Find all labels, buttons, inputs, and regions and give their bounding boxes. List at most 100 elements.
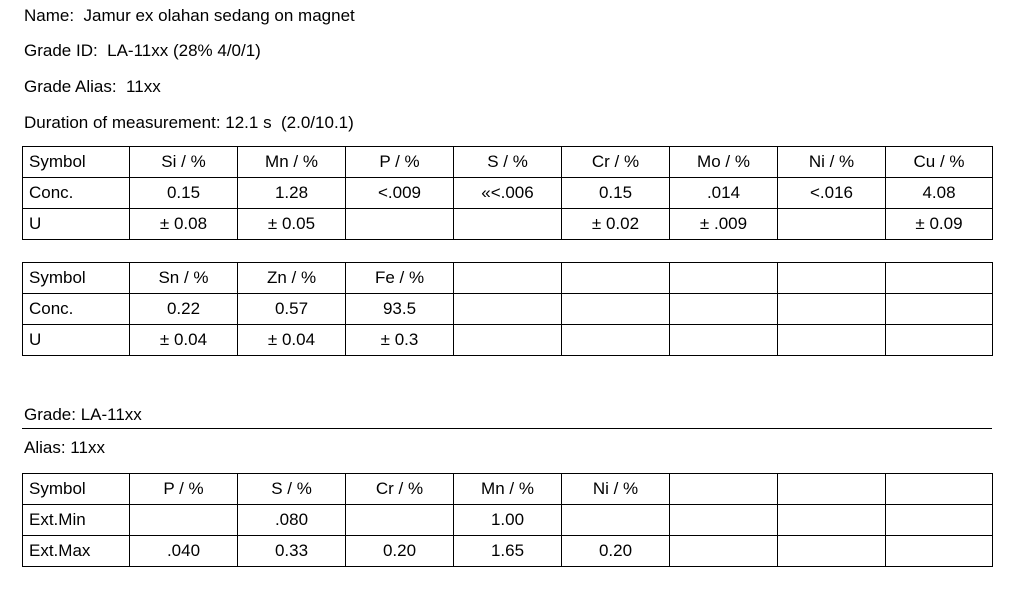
column-header-cell — [561, 262, 670, 294]
value-cell: <.016 — [777, 177, 886, 209]
value-cell — [345, 208, 454, 240]
value-cell: 93.5 — [345, 293, 454, 325]
value-cell — [777, 324, 886, 356]
table-row: Symbol P / % S / % Cr / % Mn / % Ni / % — [22, 473, 993, 505]
value-cell: 0.22 — [129, 293, 238, 325]
results-table-1: Symbol Si / % Mn / % P / % S / % Cr / % … — [22, 146, 993, 240]
value-cell: 1.65 — [453, 535, 562, 567]
column-header-cell: P / % — [129, 473, 238, 505]
column-header-cell: S / % — [237, 473, 346, 505]
value-cell: 1.00 — [453, 504, 562, 536]
column-header-cell: Zn / % — [237, 262, 346, 294]
value-cell: ± 0.04 — [129, 324, 238, 356]
table-row: U ± 0.04 ± 0.04 ± 0.3 — [22, 324, 993, 356]
value-cell — [453, 208, 562, 240]
value-cell — [885, 324, 993, 356]
alias-line: Alias: 11xx — [24, 438, 105, 457]
value-cell — [885, 293, 993, 325]
grade-alias-line: Grade Alias: 11xx — [24, 77, 161, 96]
column-header-cell: S / % — [453, 146, 562, 178]
column-header-cell: Mn / % — [453, 473, 562, 505]
value-cell — [669, 504, 778, 536]
value-cell: ± 0.08 — [129, 208, 238, 240]
value-cell — [561, 293, 670, 325]
value-cell: 0.15 — [129, 177, 238, 209]
grade-line: Grade: LA-11xx — [24, 405, 142, 424]
column-header-cell — [669, 473, 778, 505]
column-header-cell: Ni / % — [561, 473, 670, 505]
value-cell: ± 0.09 — [885, 208, 993, 240]
column-header-cell: Fe / % — [345, 262, 454, 294]
value-cell: ± 0.04 — [237, 324, 346, 356]
value-cell — [777, 504, 886, 536]
symbol-header-cell: Symbol — [22, 146, 130, 178]
value-cell: ± 0.3 — [345, 324, 454, 356]
duration-line: Duration of measurement: 12.1 s (2.0/10.… — [24, 113, 354, 132]
value-cell — [777, 208, 886, 240]
value-cell — [453, 324, 562, 356]
table-row: Symbol Sn / % Zn / % Fe / % — [22, 262, 993, 294]
row-label-cell: Conc. — [22, 293, 130, 325]
value-cell — [129, 504, 238, 536]
value-cell: 4.08 — [885, 177, 993, 209]
value-cell — [777, 293, 886, 325]
column-header-cell: Cu / % — [885, 146, 993, 178]
row-label-cell: U — [22, 208, 130, 240]
value-cell: 0.33 — [237, 535, 346, 567]
grade-id-line: Grade ID: LA-11xx (28% 4/0/1) — [24, 41, 261, 60]
symbol-header-cell: Symbol — [22, 262, 130, 294]
column-header-cell: Mn / % — [237, 146, 346, 178]
column-header-cell: Sn / % — [129, 262, 238, 294]
value-cell — [561, 504, 670, 536]
value-cell — [669, 324, 778, 356]
value-cell: «<.006 — [453, 177, 562, 209]
value-cell — [777, 535, 886, 567]
value-cell: 0.20 — [345, 535, 454, 567]
value-cell — [885, 535, 993, 567]
column-header-cell: P / % — [345, 146, 454, 178]
table-row: Conc. 0.22 0.57 93.5 — [22, 293, 993, 325]
value-cell — [669, 293, 778, 325]
column-header-cell: Cr / % — [561, 146, 670, 178]
value-cell: 1.28 — [237, 177, 346, 209]
value-cell — [669, 535, 778, 567]
section-divider — [22, 428, 992, 429]
table-row: Ext.Max .040 0.33 0.20 1.65 0.20 — [22, 535, 993, 567]
row-label-cell: U — [22, 324, 130, 356]
column-header-cell: Ni / % — [777, 146, 886, 178]
grade-limits-table: Symbol P / % S / % Cr / % Mn / % Ni / % … — [22, 473, 993, 567]
results-table-2: Symbol Sn / % Zn / % Fe / % Conc. 0.22 0… — [22, 262, 993, 356]
column-header-cell: Mo / % — [669, 146, 778, 178]
value-cell: .080 — [237, 504, 346, 536]
value-cell — [561, 324, 670, 356]
symbol-header-cell: Symbol — [22, 473, 130, 505]
value-cell: .040 — [129, 535, 238, 567]
column-header-cell — [669, 262, 778, 294]
column-header-cell: Si / % — [129, 146, 238, 178]
table-row: Conc. 0.15 1.28 <.009 «<.006 0.15 .014 <… — [22, 177, 993, 209]
value-cell: <.009 — [345, 177, 454, 209]
value-cell — [885, 504, 993, 536]
value-cell: 0.57 — [237, 293, 346, 325]
row-label-cell: Ext.Min — [22, 504, 130, 536]
column-header-cell — [453, 262, 562, 294]
value-cell: ± 0.05 — [237, 208, 346, 240]
column-header-cell — [777, 473, 886, 505]
column-header-cell — [885, 262, 993, 294]
table-row: U ± 0.08 ± 0.05 ± 0.02 ± .009 ± 0.09 — [22, 208, 993, 240]
column-header-cell — [777, 262, 886, 294]
value-cell: 0.20 — [561, 535, 670, 567]
value-cell: 0.15 — [561, 177, 670, 209]
table-row: Symbol Si / % Mn / % P / % S / % Cr / % … — [22, 146, 993, 178]
value-cell: ± 0.02 — [561, 208, 670, 240]
column-header-cell — [885, 473, 993, 505]
name-line: Name: Jamur ex olahan sedang on magnet — [24, 6, 355, 25]
value-cell: ± .009 — [669, 208, 778, 240]
value-cell — [345, 504, 454, 536]
row-label-cell: Conc. — [22, 177, 130, 209]
value-cell — [453, 293, 562, 325]
value-cell: .014 — [669, 177, 778, 209]
table-row: Ext.Min .080 1.00 — [22, 504, 993, 536]
column-header-cell: Cr / % — [345, 473, 454, 505]
row-label-cell: Ext.Max — [22, 535, 130, 567]
